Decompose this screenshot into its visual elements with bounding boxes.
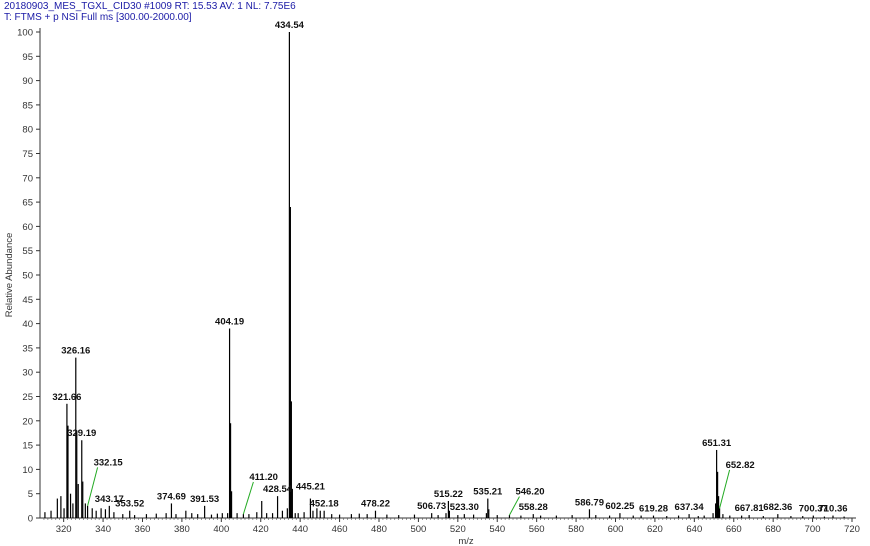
y-axis-label: Relative Abundance (4, 233, 15, 318)
peak-label: 332.15 (94, 457, 124, 468)
x-tick-label: 360 (135, 524, 151, 535)
leader-line (87, 467, 99, 506)
peak-label: 506.73 (417, 501, 446, 512)
peak-label: 546.20 (515, 487, 544, 498)
peak-label: 343.17 (95, 494, 124, 505)
x-tick-label: 560 (529, 524, 545, 535)
x-tick-label: 320 (56, 524, 72, 535)
peak-label: 523.30 (450, 502, 479, 513)
peak-label: 452.18 (310, 499, 339, 510)
y-tick-label: 30 (22, 368, 33, 379)
y-tick-label: 90 (22, 76, 33, 87)
y-tick-label: 100 (17, 28, 33, 39)
x-tick-label: 720 (844, 524, 860, 535)
y-tick-label: 50 (22, 271, 33, 282)
x-tick-label: 660 (726, 524, 742, 535)
x-tick-label: 600 (608, 524, 624, 535)
peak-label: 535.21 (473, 487, 503, 498)
y-tick-label: 25 (22, 392, 33, 403)
x-tick-label: 440 (292, 524, 308, 535)
leader-line (719, 469, 731, 509)
y-tick-label: 15 (22, 441, 33, 452)
y-tick-label: 20 (22, 416, 33, 427)
peak-sticks (44, 32, 845, 518)
x-tick-label: 540 (489, 524, 505, 535)
x-tick-label: 700 (805, 524, 821, 535)
x-tick-label: 380 (174, 524, 190, 535)
peak-label: 391.53 (190, 494, 219, 505)
scan-header-line1: 20180903_MES_TGXL_CID30 #1009 RT: 15.53 … (4, 1, 296, 12)
y-tick-label: 55 (22, 246, 33, 257)
y-tick-label: 10 (22, 465, 33, 476)
y-tick-label: 75 (22, 149, 33, 160)
x-tick-label: 460 (332, 524, 348, 535)
x-tick-label: 400 (213, 524, 229, 535)
peak-label: 651.31 (702, 438, 732, 449)
peak-label: 700.37 (799, 504, 828, 515)
x-tick-label: 680 (765, 524, 781, 535)
peak-label: 586.79 (575, 497, 604, 508)
x-ticks: 320 340 360 380 400 420 440 460 480 500 520 540 560 5… (43, 518, 860, 535)
peak-label: 637.34 (675, 502, 705, 513)
leader-line (242, 481, 254, 515)
y-tick-label: 40 (22, 319, 33, 330)
peak-label: 558.28 (519, 502, 548, 513)
peak-label: 478.22 (361, 499, 390, 510)
peak-label: 667.81 (735, 503, 765, 514)
y-tick-label: 65 (22, 198, 33, 209)
x-axis-label: m/z (458, 536, 474, 546)
x-tick-label: 640 (686, 524, 702, 535)
y-tick-label: 5 (28, 489, 33, 500)
peak-label: 321.66 (52, 392, 81, 403)
peak-label: 682.36 (763, 502, 792, 513)
leader-lines (87, 467, 731, 516)
peak-label: 515.22 (434, 489, 463, 500)
y-tick-label: 80 (22, 125, 33, 136)
peak-label: 710.36 (818, 504, 847, 515)
y-ticks: 0 5 10 15 20 25 30 35 40 45 50 55 60 65 70 75 80 85 90 95 10… (17, 28, 40, 525)
y-tick-label: 85 (22, 100, 33, 111)
scan-header-line2: T: FTMS + p NSI Full ms [300.00-2000.00] (4, 12, 192, 23)
axes (39, 28, 856, 519)
y-tick-label: 70 (22, 173, 33, 184)
peak-label: 434.54 (275, 20, 305, 31)
peak-label: 404.19 (215, 316, 244, 327)
y-tick-label: 35 (22, 343, 33, 354)
x-tick-label: 580 (568, 524, 584, 535)
y-tick-label: 60 (22, 222, 33, 233)
peak-label: 353.52 (115, 499, 144, 510)
peak-label: 329.19 (67, 428, 96, 439)
x-tick-label: 340 (95, 524, 111, 535)
peak-label: 652.82 (726, 460, 755, 471)
peak-label: 374.69 (157, 491, 186, 502)
x-tick-label: 520 (450, 524, 466, 535)
y-tick-label: 95 (22, 52, 33, 63)
x-tick-label: 500 (410, 524, 426, 535)
x-tick-label: 480 (371, 524, 387, 535)
peak-label: 326.16 (61, 346, 90, 357)
peak-label: 428.54 (263, 484, 293, 495)
y-tick-label: 0 (28, 514, 33, 525)
peak-label: 602.25 (605, 501, 635, 512)
peak-label: 619.28 (639, 504, 668, 515)
peak-label: 411.20 (249, 472, 278, 483)
y-tick-label: 45 (22, 295, 33, 306)
peak-label: 445.21 (296, 482, 326, 493)
x-tick-label: 420 (253, 524, 269, 535)
leader-line (509, 496, 520, 516)
x-tick-label: 620 (647, 524, 663, 535)
